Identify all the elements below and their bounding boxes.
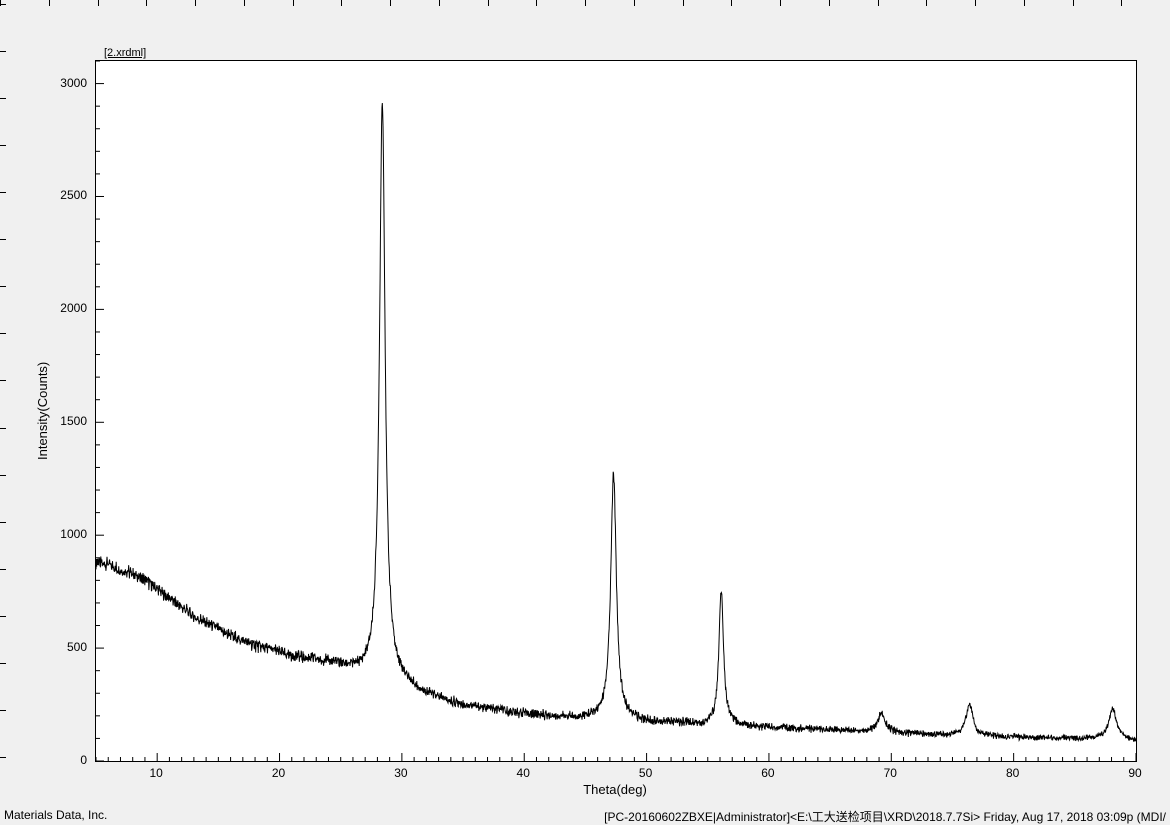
ruler-tick-left [0,663,6,664]
ruler-tick-top [975,0,976,6]
ruler-tick-top [1073,0,1074,6]
x-axis-label: Theta(deg) [583,782,647,797]
ruler-tick-left [0,475,6,476]
x-tick-label: 30 [394,766,407,780]
ruler-tick-top [1024,0,1025,6]
ruler-tick-top [293,0,294,6]
ruler-tick-left [0,428,6,429]
footer-left-text: Materials Data, Inc. [4,808,107,822]
ruler-tick-top [926,0,927,6]
y-tick-label: 500 [66,640,87,654]
y-tick-label: 1000 [59,527,87,541]
x-tick-label: 60 [761,766,774,780]
ruler-tick-top [829,0,830,6]
ruler-tick-top [683,0,684,6]
ruler-tick-left [0,710,6,711]
x-tick-label: 80 [1006,766,1019,780]
ruler-tick-left [0,380,6,381]
ruler-tick-left [0,757,6,758]
chart-frame: [2.xrdml] Intensity(Counts) Theta(deg) 1… [0,0,1170,824]
ruler-tick-top [634,0,635,6]
y-tick-label: 1500 [59,414,87,428]
ruler-tick-left [0,51,6,52]
footer-right-text: [PC-20160602ZBXE|Administrator]<E:\工大送检项… [604,808,1166,825]
ruler-tick-top [731,0,732,6]
ruler-tick-left [0,145,6,146]
ruler-tick-top [780,0,781,6]
ruler-tick-top [49,0,50,6]
ruler-tick-left [0,192,6,193]
y-axis-label: Intensity(Counts) [35,362,50,460]
ruler-tick-top [1121,0,1122,6]
ruler-tick-left [0,333,6,334]
series-legend: [2.xrdml] [104,47,146,59]
ruler-tick-left [0,98,6,99]
x-tick-label: 70 [884,766,897,780]
ruler-tick-top [878,0,879,6]
ruler-tick-top [98,0,99,6]
x-tick-label: 50 [639,766,652,780]
y-tick-label: 3000 [59,76,87,90]
ruler-tick-top [0,0,1,6]
ruler-tick-left [0,569,6,570]
ruler-tick-top [585,0,586,6]
ruler-tick-top [146,0,147,6]
ruler-tick-top [244,0,245,6]
y-tick-label: 2500 [59,188,87,202]
y-tick-label: 0 [80,753,87,767]
ruler-tick-left [0,616,6,617]
x-tick-label: 90 [1128,766,1141,780]
x-tick-label: 20 [272,766,285,780]
ruler-tick-left [0,522,6,523]
xrd-line-plot [96,61,1136,761]
ruler-tick-top [195,0,196,6]
ruler-tick-top [390,0,391,6]
ruler-tick-top [341,0,342,6]
ruler-tick-top [488,0,489,6]
ruler-tick-left [0,4,6,5]
y-tick-label: 2000 [59,301,87,315]
ruler-tick-left [0,239,6,240]
x-tick-label: 10 [149,766,162,780]
ruler-tick-top [439,0,440,6]
x-tick-label: 40 [517,766,530,780]
ruler-tick-top [536,0,537,6]
ruler-tick-left [0,286,6,287]
plot-area: [2.xrdml] [95,60,1137,762]
